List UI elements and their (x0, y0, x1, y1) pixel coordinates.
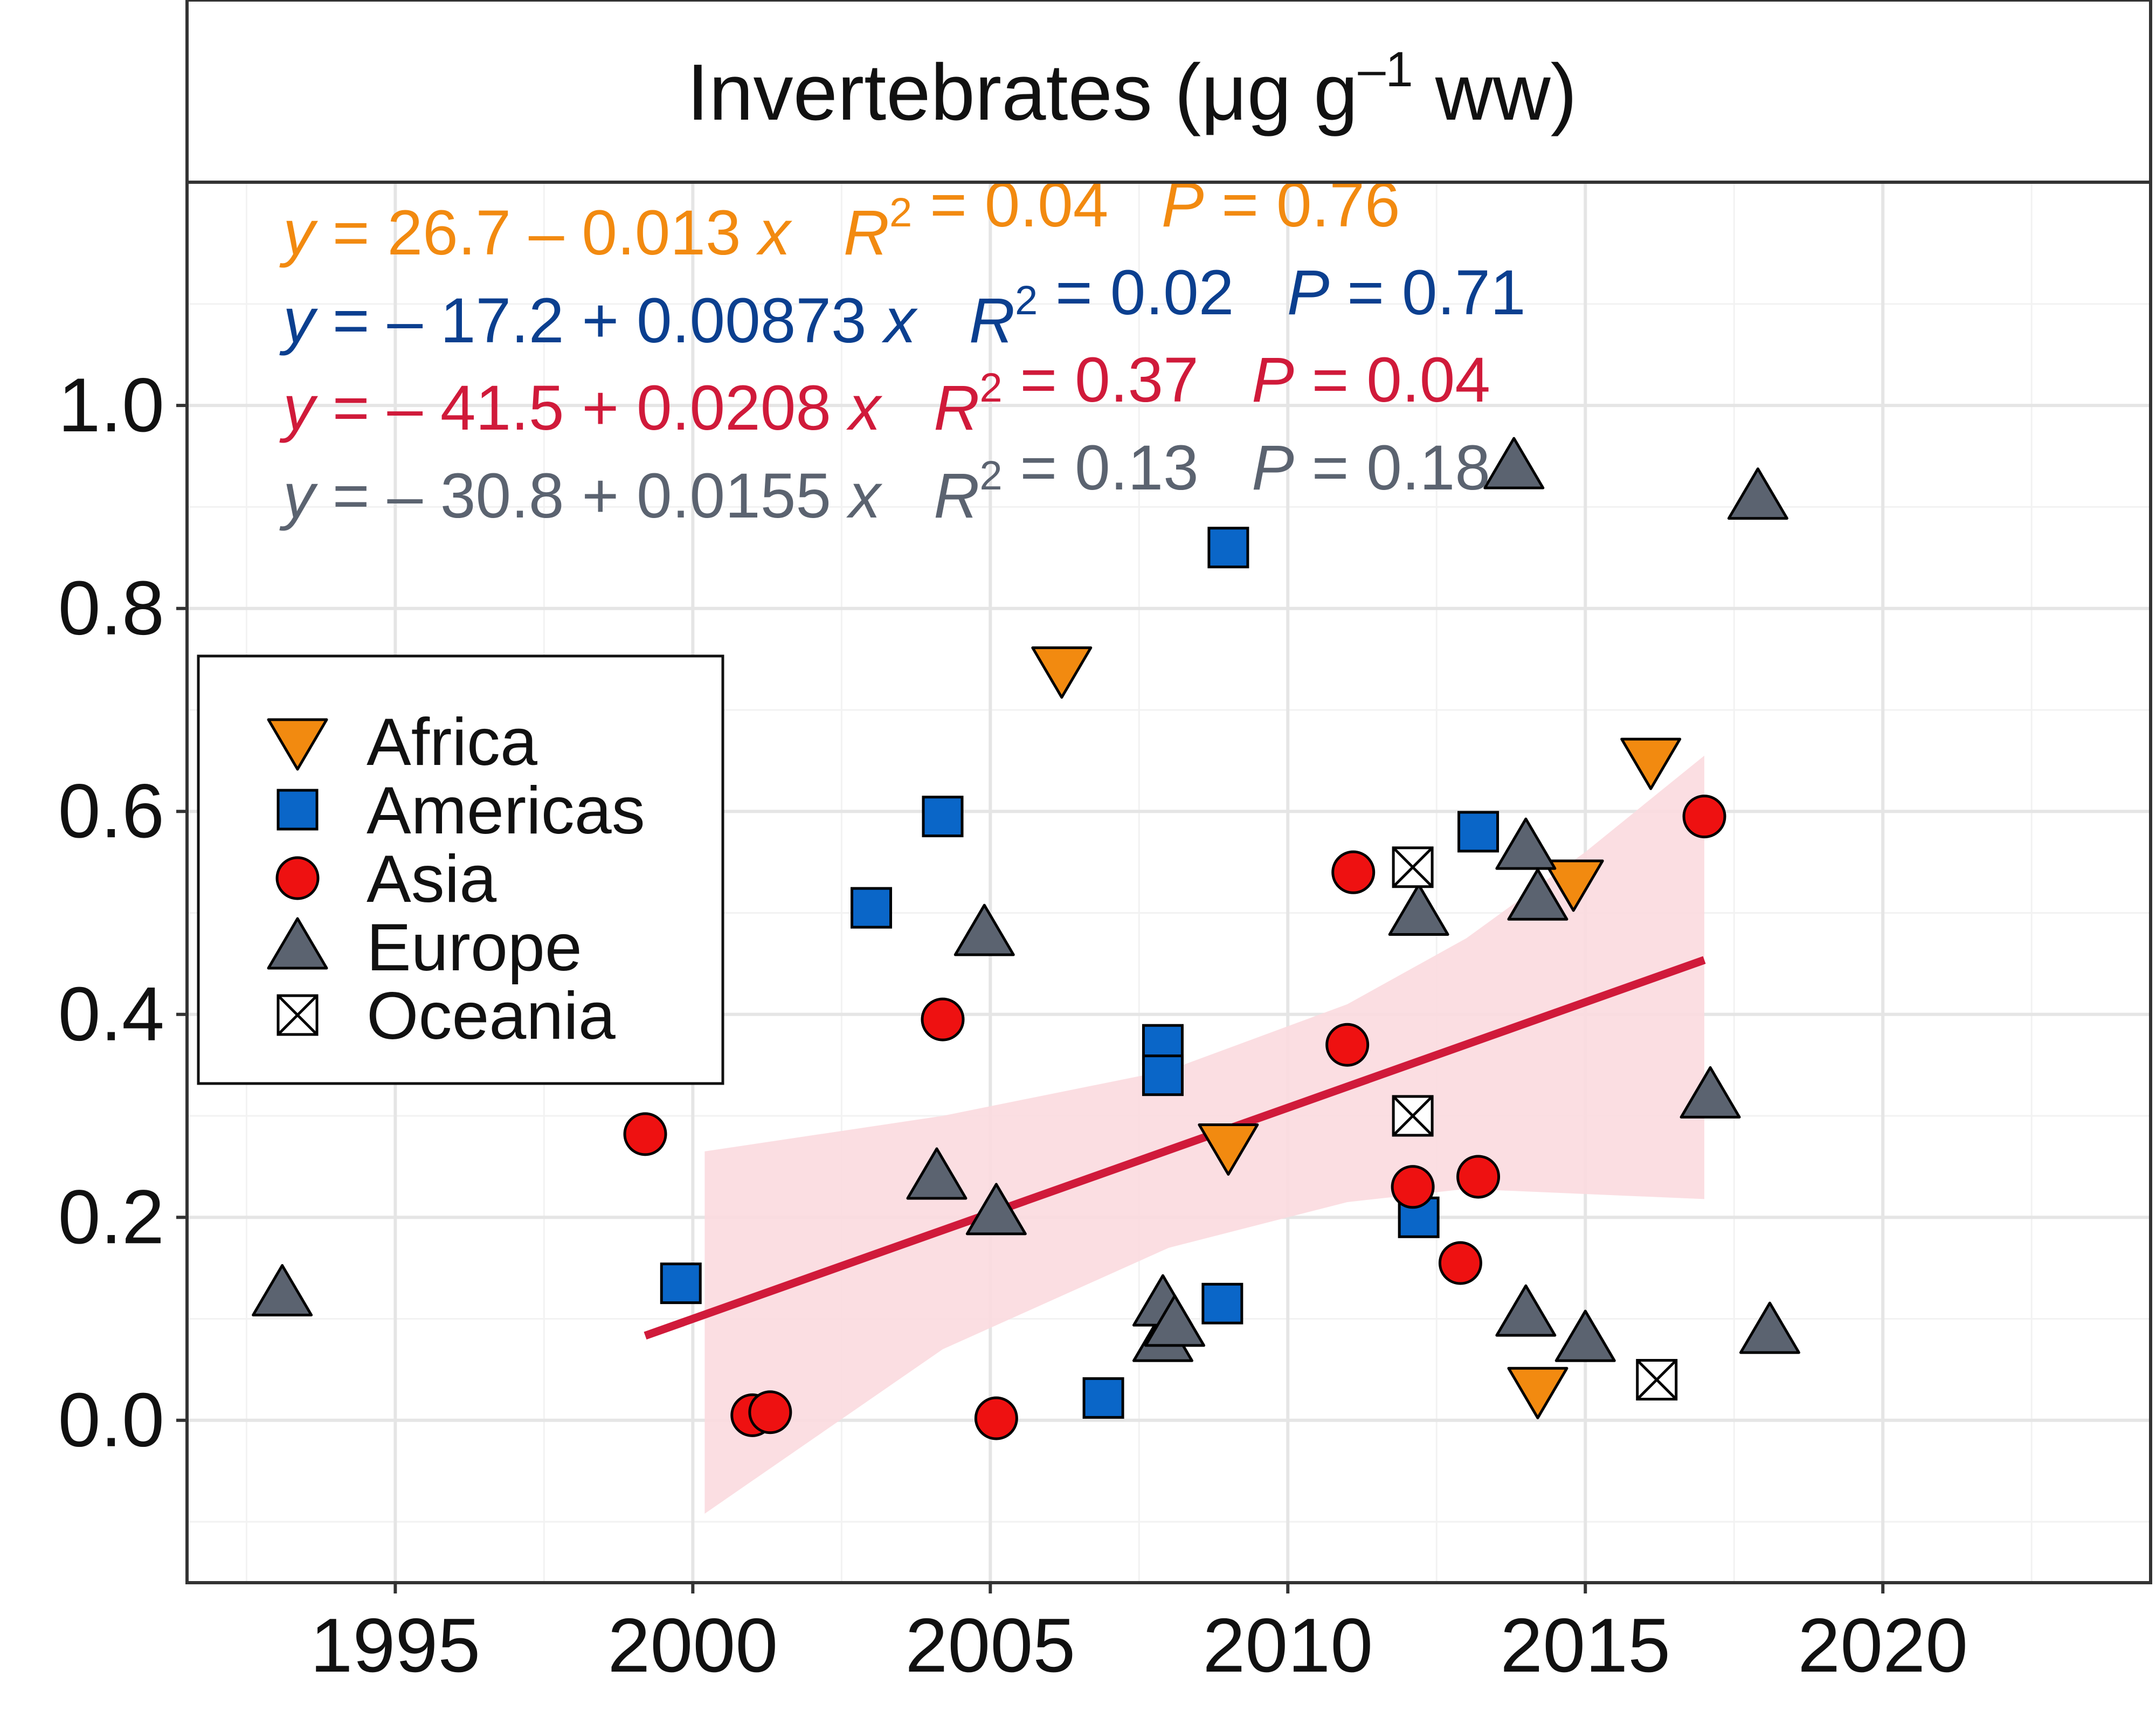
point-africa (1031, 646, 1093, 699)
x-tick-label: 2005 (905, 1603, 1075, 1688)
point-americas (1457, 811, 1499, 853)
fit-line-layer (644, 956, 1706, 1340)
equation-americas: y = – 17.2 + 0.00873 x R2 = 0.02 P = 0.7… (279, 257, 1526, 356)
point-europe (1144, 1294, 1206, 1347)
point-americas (851, 887, 893, 929)
legend-label: Asia (367, 842, 496, 916)
point-oceania (1392, 846, 1434, 888)
x-tick-label: 2010 (1203, 1603, 1373, 1688)
point-asia (1391, 1165, 1435, 1209)
point-americas (1201, 1282, 1243, 1324)
legend-label: Oceania (367, 979, 616, 1053)
point-africa (1543, 859, 1604, 912)
regression-equations: y = 26.7 – 0.013 x R2 = 0.04 P = 0.76y =… (279, 169, 1526, 532)
oceania-cross-b (277, 995, 318, 1036)
point-europe (1495, 817, 1557, 870)
point-americas (1142, 1054, 1184, 1096)
x-tick-label: 2020 (1798, 1603, 1968, 1688)
y-axis: 0.0 0.2 0.4 0.6 0.8 1.0 (58, 362, 187, 1463)
point-oceania (1636, 1358, 1678, 1400)
point-americas (1082, 1377, 1124, 1419)
legend-key-asia (275, 856, 320, 900)
legend-label: Americas (367, 774, 645, 848)
y-tick-label: 0.8 (58, 565, 164, 651)
oceania-cross-b (1392, 1095, 1433, 1136)
x-tick-label: 2015 (1500, 1603, 1670, 1688)
point-americas (1207, 527, 1249, 569)
facet-strip-box (185, 0, 2152, 184)
x-axis: 1995 2000 2005 2010 2015 2020 (310, 1583, 1968, 1688)
legend-item-africa: Africa (267, 705, 537, 779)
facet-strip: Invertebrates (μg g–1 ww) (185, 0, 2152, 184)
x-tick-label: 1995 (310, 1603, 480, 1688)
legend-key-europe (267, 917, 328, 970)
point-europe (965, 1183, 1027, 1236)
point-europe (1554, 1309, 1616, 1362)
point-europe (1388, 883, 1449, 936)
data-points (252, 437, 1800, 1440)
point-europe (1495, 1284, 1557, 1337)
point-europe (1680, 1066, 1741, 1119)
legend-item-asia: Asia (275, 842, 496, 916)
point-asia (623, 1112, 667, 1156)
asia-fit-line (644, 956, 1706, 1340)
point-asia (1331, 850, 1376, 894)
legend-label: Europe (367, 910, 582, 985)
y-tick-label: 0.0 (58, 1377, 164, 1463)
point-europe (1507, 868, 1568, 921)
legend-item-europe: Europe (267, 910, 582, 985)
point-asia (921, 997, 965, 1041)
legend-key-americas (277, 789, 319, 831)
equation-asia: y = – 41.5 + 0.0208 x R2 = 0.37 P = 0.04 (279, 344, 1490, 444)
point-europe (906, 1147, 968, 1200)
point-asia (1438, 1241, 1482, 1285)
point-europe (1739, 1301, 1800, 1354)
point-asia (1456, 1155, 1501, 1199)
panel-border (185, 181, 2152, 1584)
point-americas (922, 796, 964, 838)
point-asia (1325, 1023, 1370, 1067)
legend-item-oceania: Oceania (277, 979, 616, 1053)
point-europe (252, 1264, 313, 1316)
point-asia (974, 1396, 1018, 1440)
panel-title: Invertebrates (μg g–1 ww) (687, 42, 1577, 137)
legend-label: Africa (367, 705, 537, 779)
oceania-cross-b (1392, 846, 1433, 888)
y-tick-label: 0.2 (58, 1174, 164, 1260)
plot-panel: y = 26.7 – 0.013 x R2 = 0.04 P = 0.76y =… (185, 169, 2152, 1584)
y-tick-label: 0.6 (58, 768, 164, 854)
point-oceania (1392, 1095, 1434, 1137)
legend-item-americas: Americas (277, 774, 645, 848)
point-africa (1620, 737, 1682, 790)
point-europe (1727, 467, 1788, 520)
point-africa (1198, 1123, 1259, 1176)
point-americas (660, 1262, 702, 1305)
oceania-cross-b (1636, 1359, 1677, 1400)
legend-key-oceania (277, 994, 319, 1036)
point-africa (1507, 1367, 1568, 1419)
legend-key-africa (267, 718, 328, 771)
x-tick-label: 2000 (607, 1603, 778, 1688)
point-asia (748, 1390, 792, 1434)
point-europe (953, 903, 1015, 956)
y-tick-label: 0.4 (58, 971, 164, 1057)
y-tick-label: 1.0 (58, 362, 164, 448)
point-asia (1682, 795, 1726, 839)
point-europe (1483, 437, 1545, 489)
equation-europe: y = – 30.8 + 0.0155 x R2 = 0.13 P = 0.18 (279, 432, 1490, 532)
